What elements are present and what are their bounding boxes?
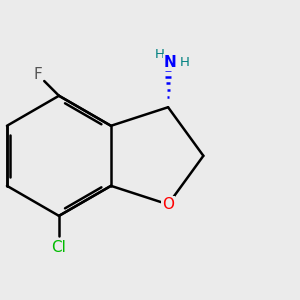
- Text: H: H: [154, 48, 164, 62]
- Text: H: H: [179, 56, 189, 69]
- Text: N: N: [164, 55, 176, 70]
- Text: F: F: [33, 67, 42, 82]
- Text: O: O: [162, 197, 174, 212]
- Text: Cl: Cl: [52, 240, 66, 255]
